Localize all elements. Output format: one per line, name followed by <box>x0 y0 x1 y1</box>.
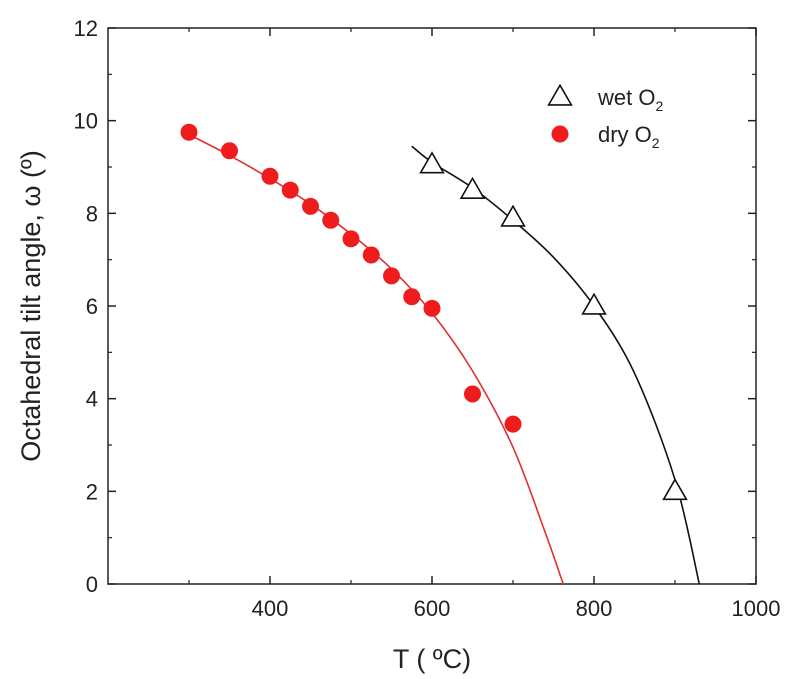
dry-o2-point <box>322 211 340 229</box>
dry-o2-point <box>261 167 279 185</box>
x-tick-label: 400 <box>252 596 289 621</box>
y-tick-label: 10 <box>74 109 98 134</box>
dry-o2-point <box>403 288 421 306</box>
axes: 0 2 4 6 8 10 12 400 600 800 1000 <box>74 16 781 621</box>
wet-o2-point <box>581 292 607 315</box>
dry-o2-point <box>423 299 441 317</box>
fit-curve-dry <box>188 133 564 585</box>
legend-label-wet-o2: wet O2 <box>597 85 663 114</box>
fit-curves <box>188 133 701 585</box>
dry-o2-point <box>362 246 380 264</box>
y-tick-label: 2 <box>86 479 98 504</box>
dry-o2-point <box>383 267 400 285</box>
y-axis-label: Octahedral tilt angle, ω (º) <box>16 150 46 462</box>
dry-o2-point <box>221 142 238 160</box>
legend-label-main: dry O <box>598 122 652 147</box>
dry-o2-point <box>504 415 522 433</box>
x-tick-label: 1000 <box>732 596 781 621</box>
legend-wet-o2-marker <box>547 83 573 106</box>
wet-o2-point <box>500 204 526 227</box>
x-tick-label: 600 <box>414 596 451 621</box>
y-tick-label: 6 <box>86 294 98 319</box>
fit-curve-wet <box>411 145 701 585</box>
data-markers <box>180 123 688 501</box>
dry-o2-point <box>464 385 481 403</box>
x-axis-label: T ( ºC) <box>393 644 471 674</box>
y-tick-label: 12 <box>74 16 98 41</box>
x-tick-label: 800 <box>576 596 613 621</box>
dry-o2-point <box>342 230 360 248</box>
legend-label-subscript: 2 <box>655 98 663 114</box>
dry-o2-point <box>302 197 319 215</box>
y-tick-label: 8 <box>86 201 98 226</box>
dry-o2-point <box>281 181 299 199</box>
wet-o2-point <box>662 477 688 501</box>
legend-dry-o2-marker <box>551 125 569 143</box>
wet-o2-point <box>419 151 445 174</box>
dry-o2-point <box>180 123 198 141</box>
legend-label-dry-o2: dry O2 <box>598 122 660 151</box>
wet-o2-point <box>459 176 486 199</box>
y-tick-label: 0 <box>86 572 98 597</box>
legend-label-main: wet O <box>597 85 655 110</box>
y-tick-label: 4 <box>86 387 98 412</box>
legend-label-subscript: 2 <box>652 135 660 151</box>
